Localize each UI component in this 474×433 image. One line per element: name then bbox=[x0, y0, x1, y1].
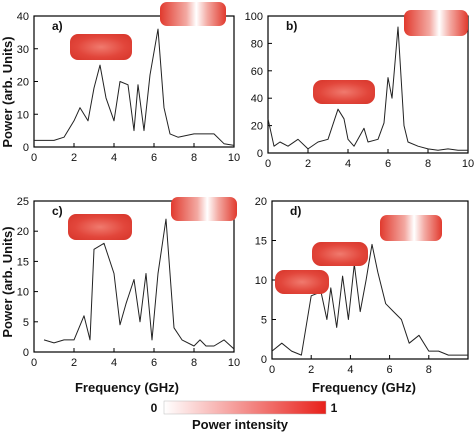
x-tick-label-b: 8 bbox=[425, 158, 431, 170]
y-tick-label-b: 40 bbox=[251, 93, 263, 105]
y-tick-label-d: 5 bbox=[261, 315, 267, 327]
y-tick-label-c: 0 bbox=[23, 347, 29, 359]
x-tick-label-a: 10 bbox=[228, 152, 240, 164]
x-tick-label-a: 0 bbox=[31, 152, 37, 164]
mode-image-c-1 bbox=[68, 214, 132, 240]
y-tick-label-b: 60 bbox=[251, 66, 263, 78]
x-axis-title-d: Frequency (GHz) bbox=[312, 380, 416, 395]
mode-image-d-3 bbox=[380, 215, 442, 241]
y-tick-label-c: 5 bbox=[23, 317, 29, 329]
series-line-c bbox=[43, 218, 235, 350]
y-tick-label-c: 15 bbox=[17, 256, 29, 268]
mode-image-d-2 bbox=[312, 242, 368, 266]
panel-label-c: c) bbox=[52, 204, 63, 218]
panel-label-b: b) bbox=[286, 19, 297, 33]
y-tick-label-d: 0 bbox=[261, 354, 267, 366]
panel-c-plot: 0 2 4 6 8 10 0 5 10 15 20 25 c) bbox=[17, 196, 240, 369]
panel-d-plot: 0 2 4 6 8 0 5 10 15 20 d) bbox=[255, 196, 469, 376]
x-tick-label-a: 8 bbox=[191, 152, 197, 164]
y-tick-label-a: 20 bbox=[17, 77, 29, 89]
y-tick-label-b: 100 bbox=[245, 11, 263, 23]
y-tick-label-b: 0 bbox=[257, 148, 263, 160]
mode-image-a-1 bbox=[70, 34, 132, 60]
y-tick-label-d: 15 bbox=[255, 236, 267, 248]
x-tick-label-d: 8 bbox=[426, 364, 432, 376]
y-tick-label-a: 0 bbox=[23, 142, 29, 154]
x-tick-label-b: 10 bbox=[462, 158, 474, 170]
y-tick-label-d: 10 bbox=[255, 275, 267, 287]
y-tick-label-a: 10 bbox=[17, 109, 29, 121]
panel-label-a: a) bbox=[52, 19, 63, 33]
panel-a-plot: 0 2 4 6 8 10 0 10 20 30 40 a) bbox=[17, 11, 240, 164]
panel-d: 0 2 4 6 8 0 5 10 15 20 d) bbox=[255, 196, 469, 376]
mode-image-a-2 bbox=[160, 2, 226, 26]
x-tick-label-c: 0 bbox=[31, 357, 37, 369]
x-tick-label-b: 4 bbox=[345, 158, 351, 170]
x-tick-label-b: 0 bbox=[265, 158, 271, 170]
colorbar-gradient bbox=[163, 400, 327, 415]
panel-a: 0 2 4 6 8 10 0 10 20 30 40 a) bbox=[17, 2, 240, 164]
y-tick-label-c: 10 bbox=[17, 287, 29, 299]
x-tick-label-d: 0 bbox=[269, 364, 275, 376]
x-tick-label-c: 2 bbox=[71, 357, 77, 369]
x-tick-label-d: 2 bbox=[308, 364, 314, 376]
y-tick-label-d: 20 bbox=[255, 196, 267, 208]
x-axis-title-c: Frequency (GHz) bbox=[75, 380, 179, 395]
panel-label-d: d) bbox=[290, 204, 301, 218]
x-tick-label-d: 6 bbox=[387, 364, 393, 376]
series-line-b bbox=[267, 26, 468, 151]
series-line-a bbox=[34, 28, 235, 146]
panel-c: 0 2 4 6 8 10 0 5 10 15 20 25 c) bbox=[17, 196, 240, 369]
plot-frame-b bbox=[267, 15, 469, 154]
x-tick-label-c: 8 bbox=[191, 357, 197, 369]
colorbar-min-label: 0 bbox=[151, 401, 158, 415]
colorbar-max-label: 1 bbox=[331, 401, 338, 415]
series-line-d bbox=[271, 243, 468, 356]
y-axis-title-bottom: Power (arb. Units) bbox=[0, 226, 15, 337]
mode-image-c-2 bbox=[171, 197, 237, 221]
x-tick-label-c: 4 bbox=[111, 357, 117, 369]
mode-image-d-1 bbox=[275, 270, 329, 294]
x-tick-label-a: 2 bbox=[71, 152, 77, 164]
x-tick-label-b: 2 bbox=[305, 158, 311, 170]
x-tick-label-b: 6 bbox=[385, 158, 391, 170]
y-tick-label-c: 20 bbox=[17, 226, 29, 238]
mode-image-b-2 bbox=[404, 10, 468, 36]
x-tick-label-d: 4 bbox=[347, 364, 353, 376]
y-axis-title-top: Power (arb. Units) bbox=[0, 36, 15, 147]
y-tick-label-b: 80 bbox=[251, 38, 263, 50]
x-tick-label-c: 10 bbox=[228, 357, 240, 369]
x-tick-label-a: 4 bbox=[111, 152, 117, 164]
y-tick-label-a: 40 bbox=[17, 11, 29, 23]
mode-image-b-1 bbox=[313, 80, 375, 104]
plot-frame-c bbox=[33, 200, 235, 353]
y-tick-label-b: 20 bbox=[251, 121, 263, 133]
y-tick-label-c: 25 bbox=[17, 196, 29, 208]
colorbar: 0 1 Power intensity bbox=[151, 400, 338, 432]
colorbar-title: Power intensity bbox=[192, 417, 289, 432]
x-tick-label-c: 6 bbox=[151, 357, 157, 369]
x-tick-label-a: 6 bbox=[151, 152, 157, 164]
y-tick-label-a: 30 bbox=[17, 44, 29, 56]
